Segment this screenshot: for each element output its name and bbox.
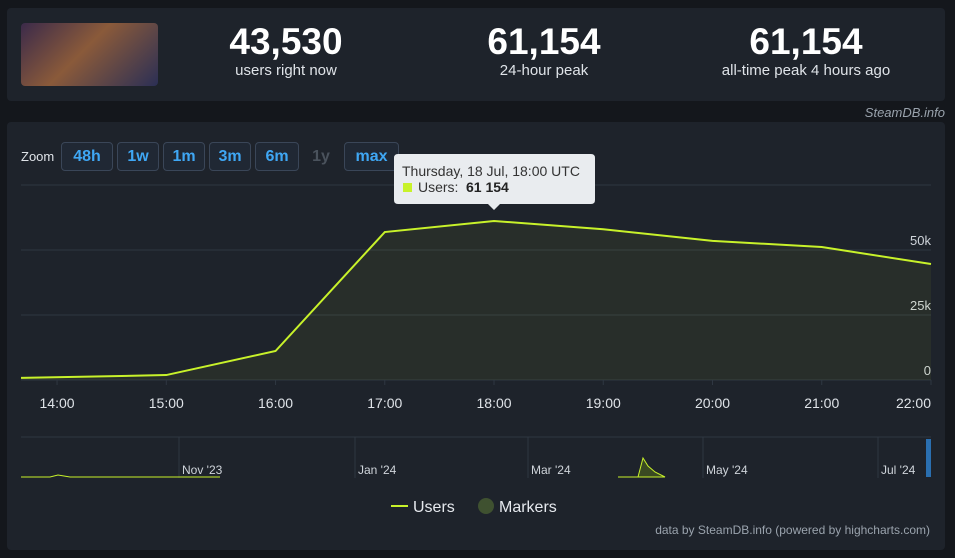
tooltip-box: [394, 154, 595, 210]
x-tick-label: 20:00: [695, 395, 730, 411]
x-tick-label: 22:00: [896, 395, 931, 411]
zoom-button[interactable]: 6m: [255, 142, 299, 171]
tooltip-symbol: [403, 183, 412, 192]
stat-value: 61,154: [487, 21, 601, 62]
line: [20, 219, 932, 379]
zoom-button[interactable]: 1y: [312, 148, 330, 165]
navigator-label: Nov '23: [182, 463, 223, 477]
stat-value: 43,530: [229, 21, 343, 62]
zoom-button[interactable]: max: [344, 142, 399, 171]
navigator-label: Jul '24: [881, 463, 916, 477]
stat-label: 24-hour peak: [499, 62, 589, 79]
y-tick-label: 25k: [910, 298, 931, 313]
x-tick-label: 16:00: [258, 395, 293, 411]
legend-symbol: [478, 498, 494, 514]
tooltip-series: Users:: [418, 179, 458, 195]
x-tick-label: 19:00: [586, 395, 621, 411]
navigator-line: [21, 474, 220, 478]
y-tick-label: 50k: [910, 233, 931, 248]
zoom-button[interactable]: 3m: [209, 142, 251, 171]
stat-label: all-time peak 4 hours ago: [721, 62, 891, 79]
area: [21, 220, 931, 380]
zoom-button[interactable]: 1w: [117, 142, 159, 171]
zoom-label: Zoom: [21, 149, 55, 164]
x-tick-label: 14:00: [40, 395, 75, 411]
legend-item[interactable]: Users: [413, 499, 455, 516]
stat: 43,530 users right now: [176, 21, 396, 80]
credits[interactable]: data by SteamDB.info (powered by highcha…: [655, 523, 930, 537]
navigator-label: Jan '24: [358, 463, 397, 477]
navigator: Nov '23 Jan '24 Mar '24 May '24 Jul '24: [21, 436, 931, 478]
stats-panel: [7, 8, 945, 101]
y-tick-label: 0: [924, 363, 931, 378]
x-tick-label: 15:00: [149, 395, 184, 411]
navigator-label: Mar '24: [531, 463, 571, 477]
stat-label: users right now: [235, 62, 337, 79]
legend-item[interactable]: Markers: [499, 499, 557, 516]
x-tick-label: 18:00: [477, 395, 512, 411]
tooltip-value: 61 154: [466, 179, 509, 195]
brand[interactable]: SteamDB.info: [864, 105, 945, 120]
stat: 61,154 24-hour peak: [434, 21, 654, 80]
zoom-button[interactable]: 48h: [61, 142, 113, 171]
game-image: [21, 23, 158, 86]
navigator-line: [618, 456, 666, 478]
tooltip: Thursday, 18 Jul, 18:00 UTC Users: 61 15…: [394, 154, 595, 210]
zoom-button[interactable]: 1m: [163, 142, 205, 171]
x-tick-label: 21:00: [804, 395, 839, 411]
x-tick-label: 17:00: [367, 395, 402, 411]
navigator-label: May '24: [706, 463, 748, 477]
navigator-handle[interactable]: [926, 439, 931, 477]
tooltip-title: Thursday, 18 Jul, 18:00 UTC: [402, 163, 580, 179]
stat-value: 61,154: [749, 21, 863, 62]
stat: 61,154 all-time peak 4 hours ago: [691, 21, 921, 80]
